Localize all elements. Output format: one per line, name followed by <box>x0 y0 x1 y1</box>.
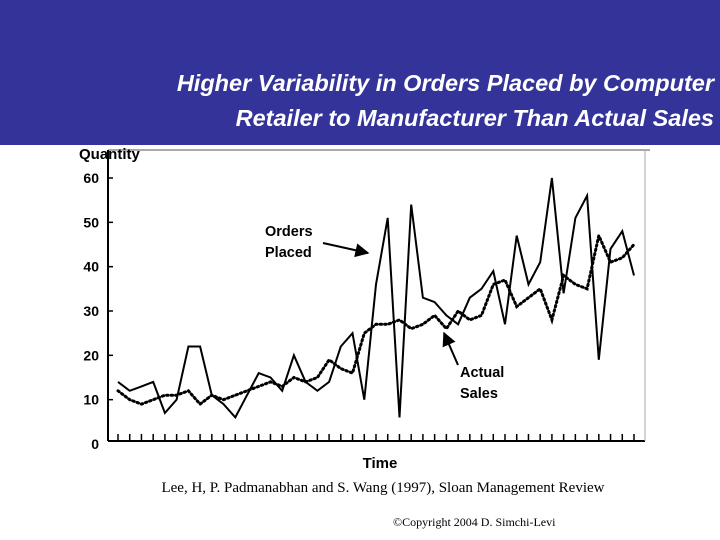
sales-annotation-arrow <box>442 331 459 366</box>
orders-placed-line <box>117 177 635 420</box>
sales-annotation-line-2: Sales <box>460 386 498 402</box>
y-tick-label: 30 <box>83 303 99 319</box>
title-band <box>0 0 720 145</box>
slide-title-line-2: Retailer to Manufacturer Than Actual Sal… <box>235 105 714 131</box>
sales-annotation-line-1: Actual <box>460 365 504 381</box>
y-axis-label: Quantity <box>79 146 140 163</box>
copyright-text: ©Copyright 2004 D. Simchi-Levi <box>393 515 556 529</box>
series-group <box>116 177 636 420</box>
orders-annotation-line-2: Placed <box>265 245 312 261</box>
y-tick-label: 40 <box>83 259 99 275</box>
orders-annotation-line-1: Orders <box>265 224 313 240</box>
y-tick-group: 0 10 20 30 40 50 60 <box>83 170 113 452</box>
plot-frame <box>107 149 650 442</box>
x-tick-group <box>117 434 635 441</box>
orders-annotation-arrow <box>322 242 370 258</box>
y-tick-label: 50 <box>83 214 99 230</box>
actual-sales-line <box>116 230 636 407</box>
y-tick-label: 20 <box>83 347 99 363</box>
x-axis-label: Time <box>363 455 398 472</box>
slide-title-line-1: Higher Variability in Orders Placed by C… <box>176 70 714 96</box>
y-tick-label: 10 <box>83 392 99 408</box>
y-tick-label: 0 <box>91 436 99 452</box>
citation-text: Lee, H, P. Padmanabhan and S. Wang (1997… <box>161 480 605 496</box>
y-tick-label: 60 <box>83 170 99 186</box>
